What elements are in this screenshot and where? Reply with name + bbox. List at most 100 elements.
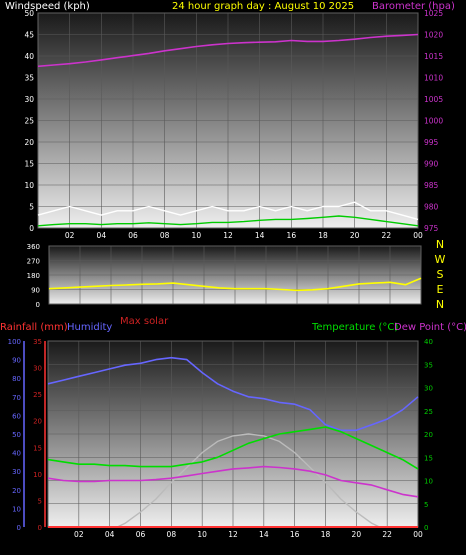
humidity-tick-label: 50 (12, 431, 21, 439)
wind-grid (38, 12, 419, 229)
x-tick-label: 06 (128, 231, 138, 240)
barometer-line (37, 33, 419, 68)
temp-time-axis: 02 04 06 08 10 12 14 16 18 20 22 00 (74, 530, 423, 539)
windspeed-axis: 0 5 10 15 20 25 30 35 40 45 50 (24, 9, 34, 233)
x-tick-label: 22 (382, 530, 392, 539)
windspeed-tick-label: 20 (24, 138, 34, 147)
x-tick-label: 04 (97, 231, 107, 240)
x-tick-label: 00 (413, 231, 423, 240)
direction-tick-label: 0 (36, 301, 40, 309)
humidity-line (47, 356, 419, 432)
x-tick-label: 08 (160, 231, 170, 240)
windspeed-tick-label: 10 (24, 181, 34, 190)
wind-time-axis: 02 04 06 08 10 12 14 16 18 20 22 00 (65, 231, 423, 240)
barometer-tick-label: 1005 (424, 95, 443, 104)
temperature-tick-label: 15 (424, 454, 433, 462)
temperature-tick-label: 5 (424, 501, 428, 509)
direction-tick-label: 180 (27, 272, 40, 280)
compass-label: E (437, 283, 444, 296)
barometer-tick-label: 985 (424, 181, 439, 190)
x-tick-label: 20 (350, 231, 360, 240)
max-solar-label: Max solar (120, 316, 169, 327)
direction-series (48, 277, 422, 292)
wind-series (37, 33, 419, 227)
wind-average-line (37, 215, 419, 227)
windspeed-tick-label: 45 (24, 31, 34, 40)
temperature-label: Temperature (°C) (311, 322, 398, 333)
humidity-tick-label: 80 (12, 375, 21, 383)
temp-grid (48, 340, 419, 528)
rainfall-tick-label: 30 (33, 365, 42, 373)
direction-tick-label: 270 (27, 258, 40, 266)
barometer-tick-label: 1025 (424, 9, 443, 18)
x-tick-label: 18 (321, 530, 331, 539)
temperature-tick-label: 35 (424, 361, 433, 369)
barometer-label: Barometer (hpa) (372, 1, 455, 12)
temp-humidity-panel: 0 10 20 30 40 50 60 70 80 90 100 0 5 10 15 20 25 30 35 0 5… (8, 338, 433, 539)
humidity-axis: 0 10 20 30 40 50 60 70 80 90 100 (8, 338, 25, 532)
x-tick-label: 22 (382, 231, 392, 240)
x-tick-label: 02 (65, 231, 75, 240)
x-tick-label: 12 (228, 530, 238, 539)
x-tick-label: 20 (352, 530, 362, 539)
x-tick-label: 14 (255, 231, 265, 240)
compass-label: N (436, 298, 444, 311)
x-tick-label: 14 (259, 530, 269, 539)
humidity-tick-label: 60 (12, 412, 21, 420)
temperature-tick-label: 20 (424, 431, 433, 439)
compass-label: N (436, 238, 444, 251)
x-tick-label: 16 (287, 231, 297, 240)
temp-series (47, 356, 419, 528)
windspeed-tick-label: 5 (29, 203, 34, 212)
humidity-tick-label: 100 (8, 338, 21, 346)
windspeed-tick-label: 35 (24, 74, 34, 83)
rainfall-label: Rainfall (mm) (0, 322, 68, 333)
barometer-tick-label: 990 (424, 160, 439, 169)
barometer-tick-label: 995 (424, 138, 439, 147)
temperature-tick-label: 30 (424, 385, 433, 393)
temperature-tick-label: 0 (424, 524, 428, 532)
windspeed-label: Windspeed (kph) (5, 1, 90, 12)
rainfall-tick-label: 20 (33, 418, 42, 426)
humidity-label: Humidity (67, 322, 112, 333)
direction-axis: 0 90 180 270 360 (27, 243, 40, 309)
x-tick-label: 00 (413, 530, 423, 539)
barometer-tick-label: 1015 (424, 52, 443, 61)
x-tick-label: 04 (105, 530, 115, 539)
direction-tick-label: 90 (31, 287, 40, 295)
temperature-tick-label: 40 (424, 338, 433, 346)
barometer-tick-label: 1010 (424, 74, 443, 83)
windspeed-tick-label: 30 (24, 95, 34, 104)
wind-gust-line (37, 201, 419, 221)
x-tick-label: 06 (136, 530, 146, 539)
windspeed-tick-label: 40 (24, 52, 34, 61)
x-tick-label: 02 (74, 530, 84, 539)
rainfall-tick-label: 35 (33, 338, 42, 346)
barometer-tick-label: 1000 (424, 117, 443, 126)
direction-tick-label: 360 (27, 243, 40, 251)
x-tick-label: 10 (197, 530, 207, 539)
rainfall-tick-label: 5 (38, 497, 42, 505)
wind-direction-line (48, 277, 422, 292)
compass-label: S (437, 268, 444, 281)
windspeed-tick-label: 50 (24, 9, 34, 18)
x-tick-label: 10 (192, 231, 202, 240)
temperature-axis: 0 5 10 15 20 25 30 35 40 (424, 338, 433, 532)
humidity-tick-label: 20 (12, 487, 21, 495)
x-tick-label: 16 (290, 530, 300, 539)
barometer-axis: 975 980 985 990 995 1000 1005 1010 1015 1020 1025 (424, 9, 443, 233)
humidity-tick-label: 70 (12, 394, 21, 402)
temperature-tick-label: 25 (424, 408, 433, 416)
dew-point-line (47, 465, 419, 498)
windspeed-tick-label: 0 (29, 224, 34, 233)
graph-title: 24 hour graph day : August 10 2025 (172, 1, 354, 12)
temperature-line (47, 426, 419, 470)
barometer-tick-label: 1020 (424, 31, 443, 40)
humidity-tick-label: 30 (12, 468, 21, 476)
humidity-tick-label: 90 (12, 357, 21, 365)
humidity-tick-label: 0 (17, 524, 21, 532)
compass-label: W (435, 253, 446, 266)
